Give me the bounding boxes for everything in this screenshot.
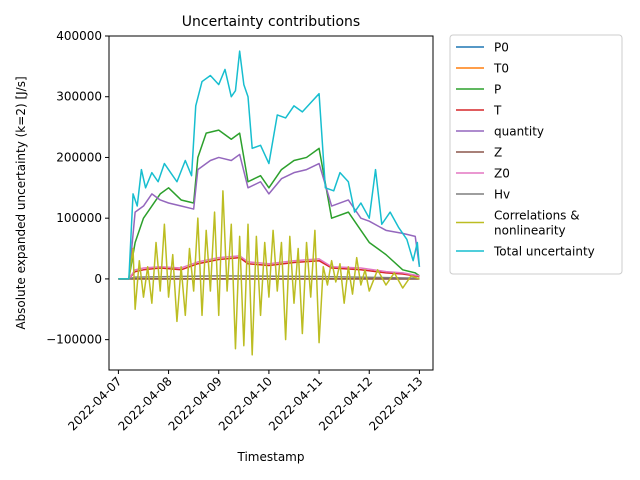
y-tick-label: 100000 [56, 211, 102, 225]
plot-frame [108, 35, 434, 371]
series-line-9 [118, 190, 420, 356]
x-axis-label: Timestamp [237, 450, 305, 464]
legend-label: T [493, 104, 502, 118]
legend-label: quantity [494, 125, 544, 139]
legend-label: Hv [494, 188, 510, 202]
y-tick-label: −100000 [46, 333, 102, 347]
legend-label: P [494, 83, 501, 97]
y-axis-label: Absolute expanded uncertainty (k=2) [J/s… [14, 76, 28, 329]
y-axis: −100000 0 100000 200000 300000 400000 [46, 29, 109, 347]
legend-label: Total uncertainty [493, 245, 595, 259]
chart-title: Uncertainty contributions [182, 14, 360, 30]
legend-label: T0 [493, 62, 509, 76]
y-tick-label: 400000 [56, 29, 102, 43]
y-tick-label: 0 [94, 272, 102, 286]
y-tick-label: 300000 [56, 90, 102, 104]
series-line-10 [118, 50, 421, 280]
legend-box [449, 34, 623, 275]
legend-label: Z0 [494, 167, 510, 181]
legend-label: Correlations & nonlinearity [494, 209, 580, 238]
y-tick-label: 200000 [56, 150, 102, 164]
series-line-5 [118, 153, 421, 280]
legend-label: Z [494, 146, 502, 160]
series-line-7 [118, 255, 420, 280]
legend-label: P0 [494, 41, 509, 55]
